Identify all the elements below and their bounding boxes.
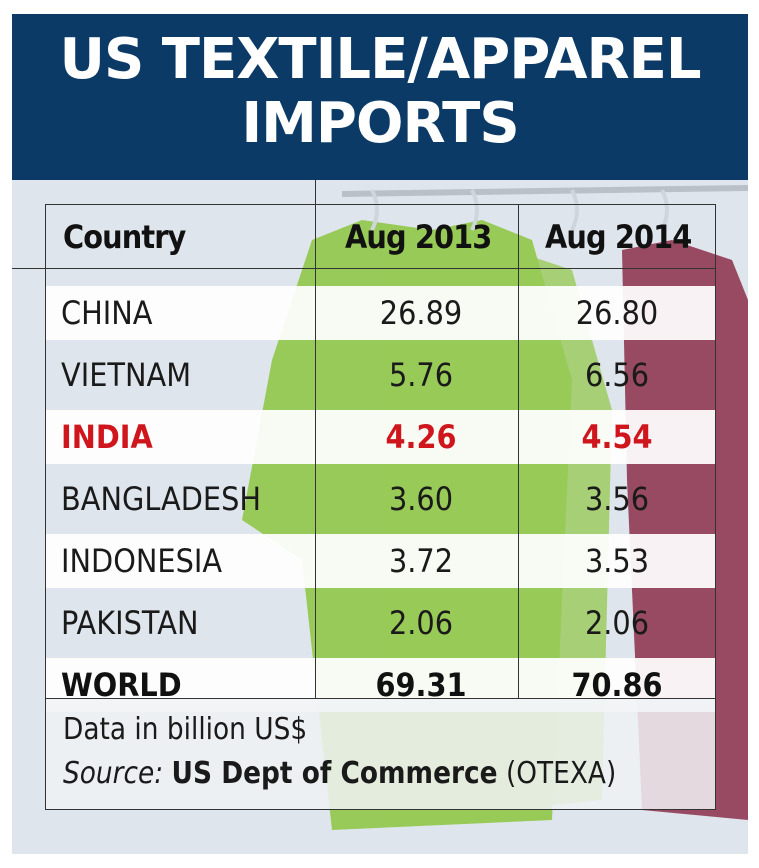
hanger-hooks bbox=[370, 189, 669, 231]
value-2013-cell: 3.72 bbox=[388, 542, 454, 580]
country-cell: VIETNAM bbox=[61, 356, 192, 394]
value-2014-cell: 6.56 bbox=[584, 356, 650, 394]
footer-right-border bbox=[715, 698, 716, 810]
value-2014-cell: 4.54 bbox=[581, 418, 653, 456]
value-2013-cell: 4.26 bbox=[385, 418, 457, 456]
value-2013-cell: 2.06 bbox=[388, 604, 454, 642]
value-2014-cell: 70.86 bbox=[571, 666, 663, 704]
footer-left-border bbox=[45, 698, 46, 810]
footer-bottom-border bbox=[45, 809, 716, 810]
table-row: BANGLADESH 3.60 3.56 bbox=[45, 472, 716, 526]
table-row: PAKISTAN 2.06 2.06 bbox=[45, 596, 716, 650]
country-cell: INDIA bbox=[61, 418, 153, 456]
title-line-1: US TEXTILE/APPAREL bbox=[59, 27, 701, 92]
table-right-border bbox=[715, 204, 716, 698]
value-2014-cell: 3.56 bbox=[584, 480, 650, 518]
header-aug-2014: Aug 2014 bbox=[545, 218, 692, 256]
column-divider-1 bbox=[315, 180, 316, 698]
table-row-highlighted: INDIA 4.26 4.54 bbox=[45, 410, 716, 464]
value-2013-cell: 69.31 bbox=[375, 666, 467, 704]
source-suffix: (OTEXA) bbox=[505, 756, 617, 791]
value-2013-cell: 3.60 bbox=[388, 480, 454, 518]
country-cell: INDONESIA bbox=[61, 542, 223, 580]
table-top-border bbox=[45, 204, 716, 205]
unit-note: Data in billion US$ bbox=[63, 712, 308, 747]
source-label: Source: bbox=[63, 756, 164, 791]
footer-top-border bbox=[45, 698, 716, 699]
value-2014-cell: 2.06 bbox=[584, 604, 650, 642]
header-country: Country bbox=[63, 218, 186, 256]
country-cell: PAKISTAN bbox=[61, 604, 199, 642]
value-2013-cell: 26.89 bbox=[379, 294, 463, 332]
table-footer: Data in billion US$ Source: US Dept of C… bbox=[45, 698, 716, 810]
header-divider bbox=[12, 268, 716, 269]
value-2013-cell: 5.76 bbox=[388, 356, 454, 394]
country-cell: CHINA bbox=[61, 294, 153, 332]
value-2014-cell: 26.80 bbox=[575, 294, 659, 332]
table-row: INDONESIA 3.72 3.53 bbox=[45, 534, 716, 588]
table-row: VIETNAM 5.76 6.56 bbox=[45, 348, 716, 402]
title-banner: US TEXTILE/APPAREL IMPORTS bbox=[12, 14, 748, 180]
header-aug-2013: Aug 2013 bbox=[345, 218, 492, 256]
table-left-border bbox=[45, 204, 46, 698]
table-header-row: Country Aug 2013 Aug 2014 bbox=[45, 204, 716, 268]
country-cell: WORLD bbox=[61, 666, 182, 704]
country-cell: BANGLADESH bbox=[61, 480, 262, 518]
column-divider-2 bbox=[518, 204, 519, 698]
value-2014-cell: 3.53 bbox=[584, 542, 650, 580]
table-row: CHINA 26.89 26.80 bbox=[45, 286, 716, 340]
source-line: Source: US Dept of Commerce (OTEXA) bbox=[63, 756, 616, 791]
infographic-frame: US TEXTILE/APPAREL IMPORTS Country Aug 2… bbox=[12, 14, 748, 854]
title-line-2: IMPORTS bbox=[241, 91, 519, 156]
source-name: US Dept of Commerce bbox=[171, 756, 498, 791]
